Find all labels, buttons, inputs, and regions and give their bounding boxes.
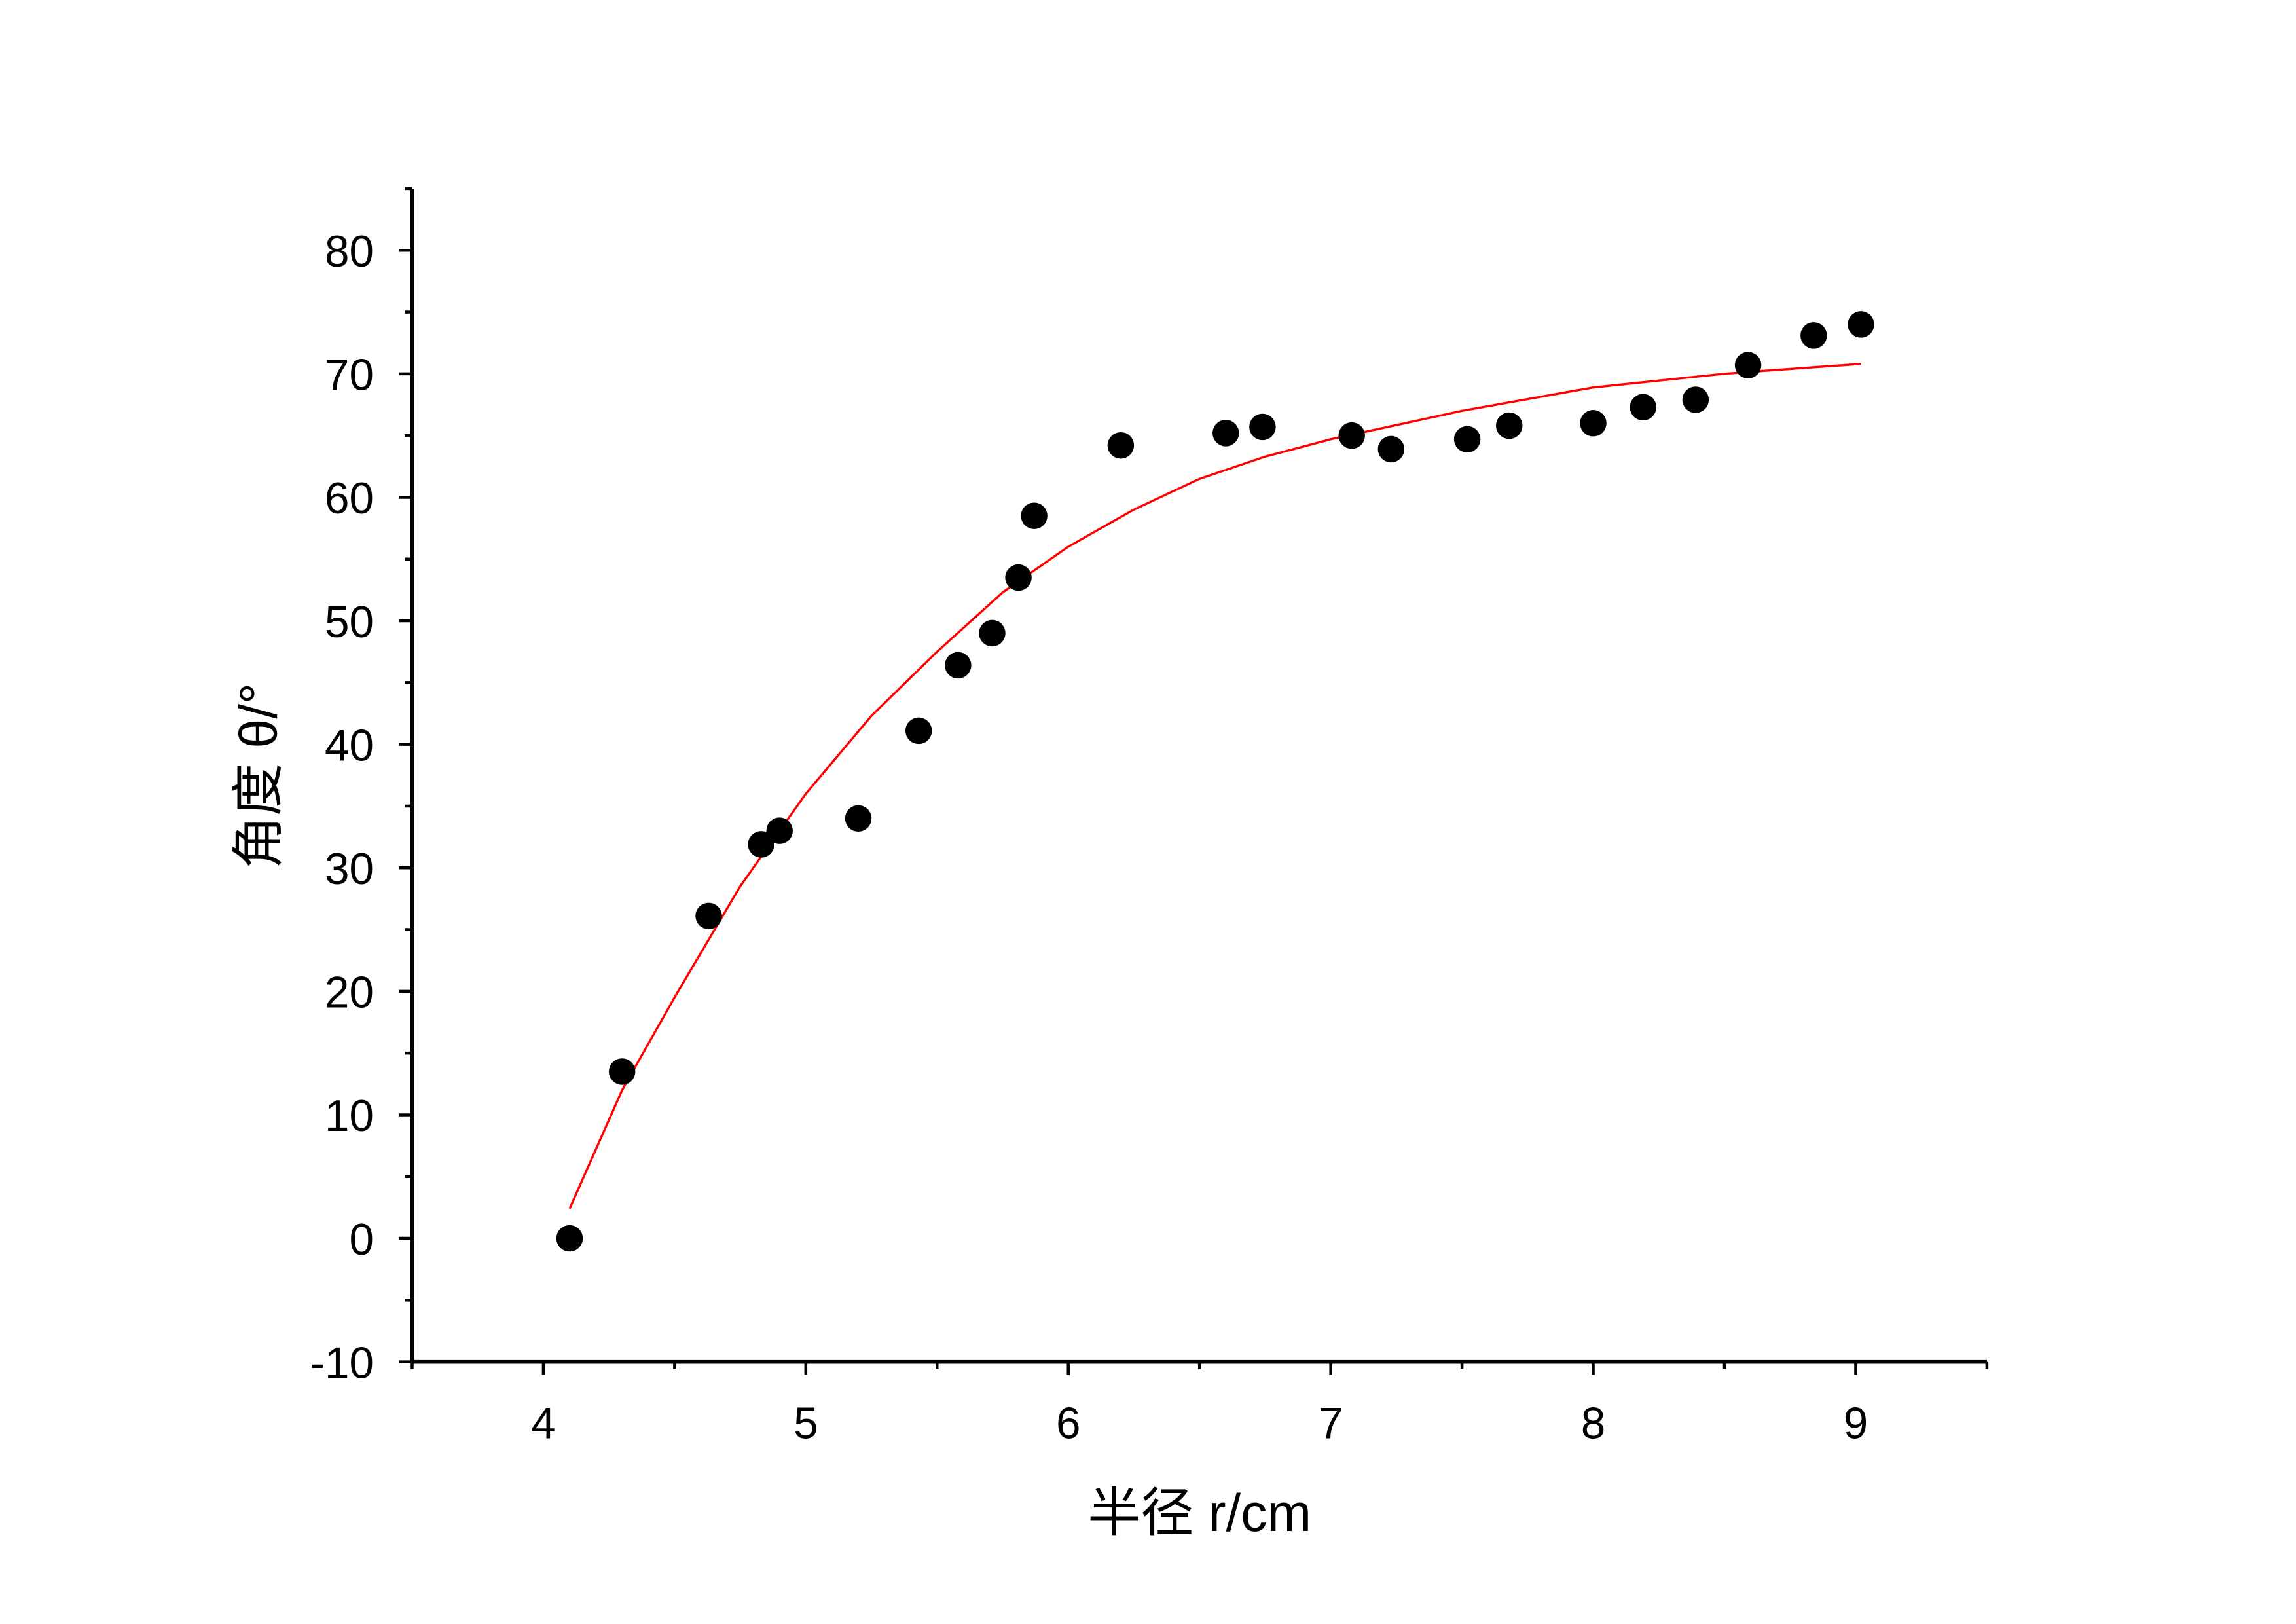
data-point bbox=[1212, 420, 1239, 447]
y-tick-label: 30 bbox=[325, 845, 374, 894]
data-point bbox=[1580, 410, 1607, 437]
x-tick-label: 9 bbox=[1844, 1399, 1868, 1449]
data-point bbox=[1496, 412, 1523, 439]
data-point bbox=[748, 831, 774, 858]
y-tick-label: -10 bbox=[310, 1338, 374, 1388]
x-axis-label: 半径 r/cm bbox=[1087, 1484, 1311, 1543]
axes bbox=[399, 187, 1989, 1375]
x-tick-label: 4 bbox=[531, 1399, 556, 1449]
data-point bbox=[1005, 564, 1032, 591]
y-tick-label: 70 bbox=[325, 351, 374, 400]
y-axis-label: 角度 θ/° bbox=[230, 683, 289, 869]
y-tick-label: 50 bbox=[325, 598, 374, 647]
data-point bbox=[1848, 311, 1874, 338]
x-tick-label: 7 bbox=[1319, 1399, 1343, 1449]
data-point bbox=[1800, 322, 1827, 349]
tick-labels: 4 5 6 7 8 9 -10 0 10 20 30 40 50 60 70 80 bbox=[310, 227, 1868, 1449]
data-point bbox=[945, 652, 972, 679]
data-point bbox=[845, 805, 872, 832]
data-points bbox=[556, 311, 1874, 1252]
y-tick-label: 10 bbox=[325, 1092, 374, 1141]
fit-curve bbox=[568, 363, 1861, 1209]
data-point bbox=[1338, 422, 1365, 449]
data-point bbox=[905, 717, 932, 745]
data-point bbox=[608, 1058, 636, 1085]
x-tick-label: 5 bbox=[793, 1399, 818, 1449]
data-point bbox=[1377, 435, 1405, 463]
data-point bbox=[979, 619, 1006, 647]
data-point bbox=[766, 817, 793, 844]
y-tick-label: 80 bbox=[325, 227, 374, 276]
data-point bbox=[1630, 394, 1656, 420]
data-point bbox=[1249, 413, 1276, 441]
x-tick-label: 6 bbox=[1056, 1399, 1081, 1449]
y-tick-label: 40 bbox=[325, 721, 374, 770]
y-tick-label: 20 bbox=[325, 969, 374, 1018]
data-point bbox=[1453, 426, 1481, 453]
y-tick-label: 0 bbox=[349, 1215, 374, 1264]
fit-curve-group bbox=[568, 363, 1861, 1209]
y-tick-label: 60 bbox=[325, 474, 374, 523]
x-tick-label: 8 bbox=[1581, 1399, 1606, 1449]
data-point bbox=[556, 1225, 583, 1252]
data-point bbox=[1682, 386, 1709, 413]
data-point bbox=[1107, 432, 1135, 459]
data-point bbox=[1021, 502, 1048, 529]
data-point bbox=[1734, 352, 1762, 378]
data-point bbox=[695, 902, 722, 930]
